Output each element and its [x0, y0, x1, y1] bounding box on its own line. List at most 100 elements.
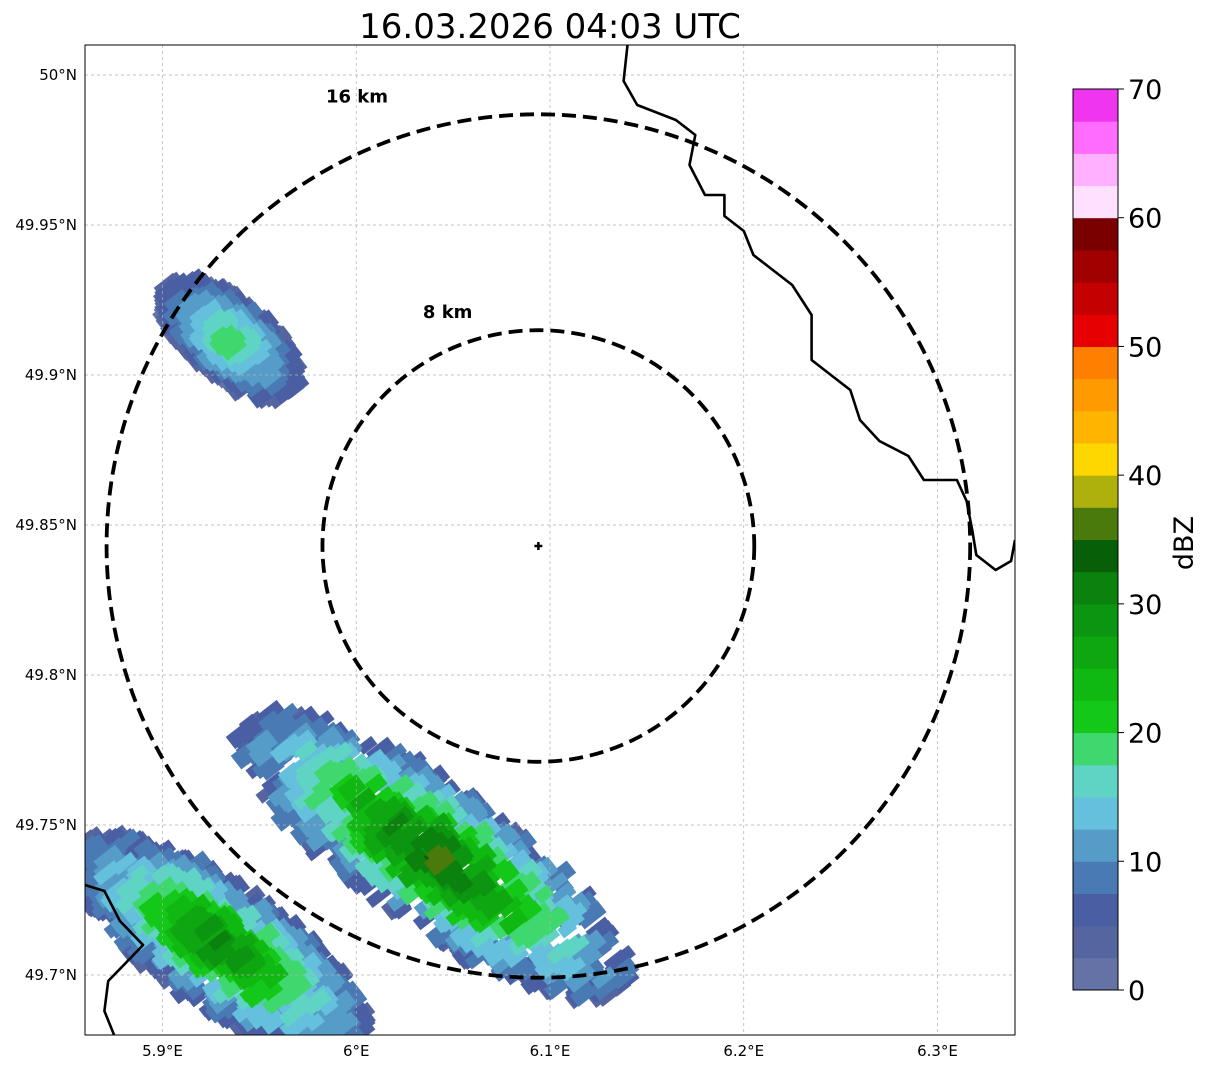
echo-gate [533, 884, 555, 904]
colorbar-swatch [1073, 893, 1118, 927]
colorbar-tick-label: 20 [1128, 719, 1162, 750]
echo-gate [390, 832, 417, 857]
echo-gate [193, 913, 225, 943]
range-ring-layer: 8 km 16 km [104, 86, 973, 980]
echo-gate [581, 929, 607, 955]
echo-gate [256, 699, 284, 725]
echo-gate [111, 851, 138, 875]
x-tick-labels: 5.9°E 6°E 6.1°E 6.2°E 6.3°E [142, 1042, 958, 1060]
colorbar-swatch [1073, 153, 1118, 187]
echo-gate [138, 880, 163, 904]
grid-layer [85, 45, 1015, 1035]
colorbar-swatch [1073, 121, 1118, 154]
echo-gate [516, 919, 547, 948]
y-tick-label: 49.7°N [25, 966, 77, 984]
colorbar-tick-label: 30 [1128, 590, 1162, 621]
range-ring-16km [104, 112, 973, 980]
colorbar-swatch [1073, 603, 1118, 637]
echo-gate [85, 841, 88, 864]
echo-gate [382, 811, 410, 837]
echo-gate [133, 837, 157, 860]
echo-gate [326, 1015, 352, 1035]
y-tick-label: 49.85°N [15, 516, 77, 534]
echo-gate [302, 1039, 326, 1063]
echo-gate [337, 774, 367, 803]
colorbar-tick-label: 40 [1128, 461, 1162, 492]
colorbar-swatch [1073, 249, 1118, 283]
y-tick-label: 49.95°N [15, 216, 77, 234]
echo-gate [349, 787, 377, 813]
colorbar-swatch [1073, 314, 1118, 347]
colorbar-swatch [1073, 89, 1118, 122]
colorbar-swatch [1073, 829, 1118, 862]
echo-gate [546, 938, 576, 965]
echo-gate [368, 815, 394, 839]
echo-gate [309, 1038, 339, 1066]
echo-gate [425, 844, 448, 866]
echo-gate [225, 944, 256, 974]
colorbar-swatch [1073, 861, 1118, 894]
echo-gate [85, 844, 104, 871]
echo-gate [311, 778, 336, 802]
echo-gate [589, 972, 620, 1001]
echo-gate [498, 895, 523, 919]
echo-southwest-band [225, 699, 640, 1010]
echo-gate [288, 1007, 312, 1030]
echo-gate [138, 891, 167, 918]
colorbar-swatches [1073, 89, 1118, 991]
colorbar-swatch [1073, 700, 1118, 734]
x-tick-label: 6.2°E [723, 1042, 764, 1060]
echo-gate [234, 346, 264, 374]
echo-gate [319, 728, 343, 750]
echo-gate [281, 733, 305, 756]
echo-gate [423, 845, 457, 877]
echo-gate [267, 782, 294, 808]
colorbar-swatch [1073, 668, 1118, 701]
echo-gate [404, 846, 431, 873]
echo-gate [85, 852, 88, 876]
echo-gate [317, 761, 344, 786]
echo-gate [85, 849, 87, 872]
echo-gate [413, 790, 441, 817]
echo-gate [259, 1009, 287, 1035]
radar-site-marker [534, 542, 543, 550]
range-ring-8km [320, 328, 757, 764]
x-tick-label: 5.9°E [142, 1042, 183, 1060]
echo-gate [306, 1034, 330, 1035]
echo-gate [543, 974, 571, 1000]
echo-gate [300, 753, 327, 778]
chart-title: 16.03.2026 04:03 UTC [359, 7, 741, 47]
echo-gate [261, 963, 289, 990]
y-tick-label: 49.8°N [25, 666, 77, 684]
colorbar-frame [1072, 88, 1119, 991]
echo-gate [255, 350, 280, 374]
echo-gate [208, 929, 232, 952]
echo-gate [248, 741, 276, 768]
echo-gate [114, 891, 139, 915]
colorbar-swatch [1073, 957, 1118, 991]
echo-gate [260, 980, 284, 1002]
plot-frame [84, 44, 1016, 1036]
colorbar-swatch [1073, 764, 1118, 798]
echo-gate [166, 901, 194, 927]
echo-gate [591, 966, 617, 990]
echo-gate [456, 880, 483, 905]
x-tick-label: 6.1°E [530, 1042, 571, 1060]
echo-gate [220, 329, 247, 354]
echo-gate [546, 881, 577, 910]
y-tick-label: 49.75°N [15, 816, 77, 834]
echo-gate [351, 1020, 376, 1035]
echo-gate [293, 1032, 319, 1035]
colorbar-tick-label: 10 [1128, 847, 1162, 878]
echo-gate [357, 735, 378, 755]
colorbar-tick-label: 70 [1128, 75, 1162, 106]
echo-gate [327, 741, 354, 766]
echo-gate [301, 988, 332, 1016]
echo-southwest-band-lower [85, 824, 376, 1066]
echo-gate [569, 981, 597, 1007]
echo-gate [557, 919, 578, 939]
echo-northwest-cell [152, 268, 310, 410]
echo-gate [481, 937, 514, 968]
x-tick-label: 6.3°E [917, 1042, 958, 1060]
echo-gate [151, 864, 173, 886]
